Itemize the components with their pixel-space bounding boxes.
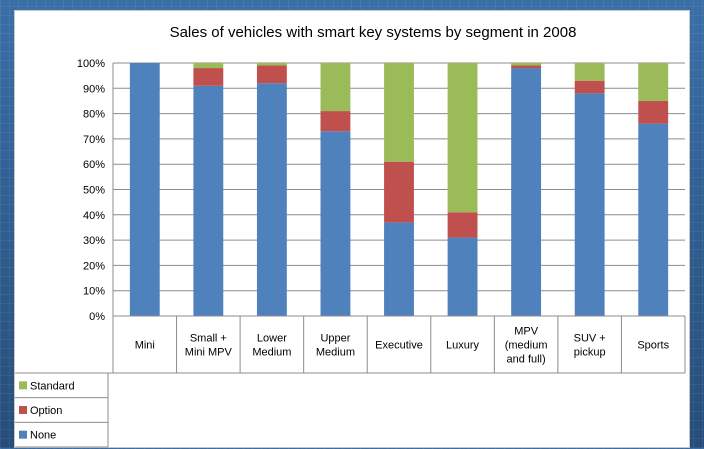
category-label: Upper Medium bbox=[316, 333, 355, 359]
bar-segment-none bbox=[384, 222, 414, 316]
y-tick-label: 50% bbox=[83, 185, 105, 197]
y-axis: 0% 10% 20% 30% 40% 50% 60% 70% 80% 90% 100% bbox=[77, 58, 114, 323]
legend-label-none: None bbox=[30, 430, 56, 442]
bar-segment-standard bbox=[574, 63, 605, 81]
y-tick-label: 90% bbox=[83, 83, 105, 95]
y-tick-label: 10% bbox=[83, 286, 105, 298]
bar-segment-none bbox=[574, 93, 605, 316]
bar-segment-standard bbox=[384, 63, 414, 162]
bar-segment-option bbox=[256, 65, 287, 84]
legend-swatch-standard bbox=[19, 381, 27, 390]
bar-segment-option bbox=[638, 100, 669, 124]
category-table: Mini Small + Mini MPV Lower Medium Upper Mediu… bbox=[15, 315, 686, 374]
stacked-bar-chart: Sales of vehicles with smart key systems… bbox=[15, 24, 686, 448]
bar-segment-option bbox=[511, 65, 542, 69]
bar-segment-none bbox=[256, 83, 287, 317]
category-label: SUV + pickup bbox=[574, 333, 606, 359]
bar-segment-standard bbox=[256, 63, 287, 66]
bar-segment-option bbox=[384, 161, 414, 223]
bar-segment-standard bbox=[511, 63, 542, 66]
bar-segment-none bbox=[511, 68, 542, 316]
y-tick-label: 70% bbox=[83, 134, 105, 146]
category-label: Mini bbox=[135, 340, 155, 352]
legend: Standard Option None bbox=[15, 373, 109, 448]
category-label: Executive bbox=[375, 340, 423, 352]
bar-segment-standard bbox=[638, 63, 669, 101]
bar-segment-standard bbox=[320, 63, 351, 112]
bar-segment-none bbox=[193, 85, 224, 317]
category-label: Small + Mini MPV bbox=[185, 333, 233, 359]
category-label: Sports bbox=[637, 340, 669, 352]
bars bbox=[129, 63, 669, 317]
category-label: Lower Medium bbox=[252, 333, 291, 359]
bar-segment-standard bbox=[447, 63, 478, 213]
legend-label-standard: Standard bbox=[30, 380, 75, 392]
y-tick-label: 60% bbox=[83, 159, 105, 171]
category-label: MPV (medium and full) bbox=[505, 326, 548, 366]
bar-segment-none bbox=[447, 237, 478, 316]
bar-segment-standard bbox=[193, 63, 224, 69]
y-tick-label: 0% bbox=[89, 311, 105, 323]
y-tick-label: 100% bbox=[77, 58, 105, 70]
bar-segment-option bbox=[193, 68, 224, 86]
y-tick-label: 20% bbox=[83, 260, 105, 272]
legend-swatch-none bbox=[19, 430, 27, 439]
y-tick-label: 40% bbox=[83, 210, 105, 222]
bar-segment-option bbox=[447, 212, 478, 238]
legend-swatch-option bbox=[19, 406, 27, 414]
category-label: Luxury bbox=[446, 340, 480, 352]
bar-segment-none bbox=[320, 131, 351, 316]
legend-label-option: Option bbox=[30, 405, 62, 417]
bar-segment-option bbox=[574, 80, 605, 94]
y-tick-label: 30% bbox=[83, 235, 105, 247]
bar-segment-none bbox=[129, 63, 160, 316]
chart-title: Sales of vehicles with smart key systems… bbox=[170, 24, 577, 41]
bar-segment-none bbox=[638, 123, 669, 316]
chart-panel: Sales of vehicles with smart key systems… bbox=[14, 10, 690, 448]
bar-segment-option bbox=[320, 111, 351, 132]
y-tick-label: 80% bbox=[83, 109, 105, 121]
